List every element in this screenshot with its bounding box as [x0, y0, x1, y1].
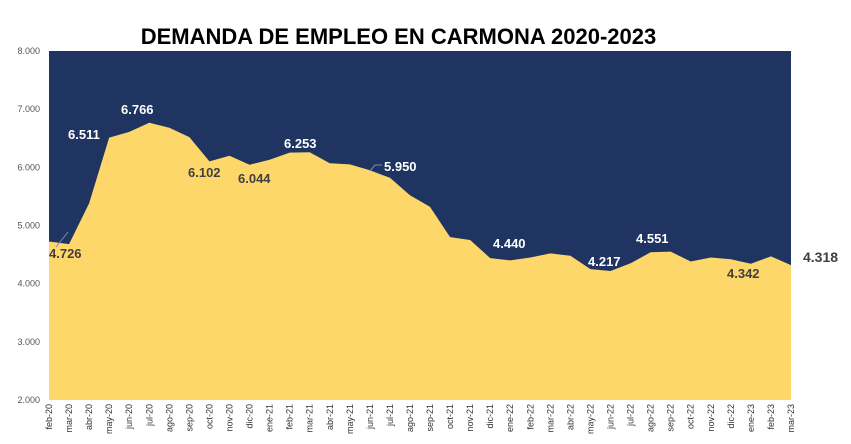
x-tick-label: jun-20: [124, 404, 134, 430]
y-tick-label: 3.000: [17, 337, 40, 347]
x-tick-label: abr-22: [565, 404, 575, 430]
x-tick-label: feb-22: [525, 404, 535, 430]
x-tick-label: may-20: [104, 404, 114, 434]
x-axis: feb-20 mar-20 abr-20 may-20 jun-20 jul-20 ago-…: [44, 404, 796, 434]
x-tick-label: ene-23: [746, 404, 756, 432]
data-label: 4.342: [727, 266, 760, 281]
x-tick-label: sep-20: [184, 404, 194, 432]
data-label: 6.766: [121, 102, 154, 117]
chart-title: DEMANDA DE EMPLEO EN CARMONA 2020-2023: [140, 24, 657, 49]
x-tick-label: abr-21: [325, 404, 335, 430]
x-tick-label: ene-22: [505, 404, 515, 432]
data-label: 4.440: [493, 236, 526, 251]
data-label: 4.217: [588, 254, 621, 269]
x-tick-label: oct-21: [445, 404, 455, 429]
x-tick-label: abr-20: [84, 404, 94, 430]
leader-lines: [55, 164, 382, 248]
x-tick-label: mar-20: [64, 404, 74, 433]
x-tick-label: may-21: [345, 404, 355, 434]
x-tick-label: nov-22: [706, 404, 716, 432]
x-tick-label: ene-21: [265, 404, 275, 432]
x-tick-label: jun-22: [606, 404, 616, 430]
x-tick-label: dic-21: [485, 404, 495, 429]
data-label: 4.551: [636, 231, 669, 246]
y-axis: 2.000 3.000 4.000 5.000 6.000 7.000 8.000: [17, 46, 40, 405]
x-tick-label: ago-22: [646, 404, 656, 432]
x-tick-label: nov-21: [465, 404, 475, 432]
x-tick-label: sep-22: [666, 404, 676, 432]
x-tick-label: feb-23: [766, 404, 776, 430]
data-label: 5.950: [384, 159, 417, 174]
x-tick-label: feb-21: [285, 404, 295, 430]
y-tick-label: 5.000: [17, 221, 40, 231]
data-label: 6.102: [188, 165, 221, 180]
y-tick-label: 4.000: [17, 279, 40, 289]
y-tick-label: 6.000: [17, 162, 40, 172]
x-tick-label: oct-20: [204, 404, 214, 429]
x-tick-label: oct-22: [686, 404, 696, 429]
x-tick-label: may-22: [585, 404, 595, 434]
x-tick-label: jul-22: [626, 404, 636, 427]
data-label: 4.318: [803, 249, 838, 265]
x-tick-label: ago-21: [405, 404, 415, 432]
x-tick-label: nov-20: [224, 404, 234, 432]
x-tick-label: sep-21: [425, 404, 435, 432]
leader-line: [55, 231, 69, 248]
data-labels: 4.726 6.511 6.766 6.102 6.044 6.253 5.950 4.440…: [49, 102, 838, 281]
x-tick-label: dic-20: [245, 404, 255, 429]
y-tick-label: 7.000: [17, 104, 40, 114]
y-tick-label: 8.000: [17, 46, 40, 56]
x-tick-label: jun-21: [365, 404, 375, 430]
data-label: 6.253: [284, 136, 317, 151]
x-tick-label: dic-22: [726, 404, 736, 429]
data-label: 6.511: [68, 127, 100, 142]
y-tick-label: 2.000: [17, 395, 40, 405]
x-tick-label: feb-20: [44, 404, 54, 430]
data-label: 6.044: [238, 171, 271, 186]
employment-area: [49, 122, 791, 400]
x-tick-label: mar-23: [786, 404, 796, 433]
data-label: 4.726: [49, 246, 82, 261]
x-tick-label: mar-21: [305, 404, 315, 433]
leader-line: [369, 164, 382, 172]
x-tick-label: ago-20: [164, 404, 174, 432]
x-tick-label: jul-20: [144, 404, 154, 427]
x-tick-label: mar-22: [545, 404, 555, 433]
x-tick-label: jul-21: [385, 404, 395, 427]
